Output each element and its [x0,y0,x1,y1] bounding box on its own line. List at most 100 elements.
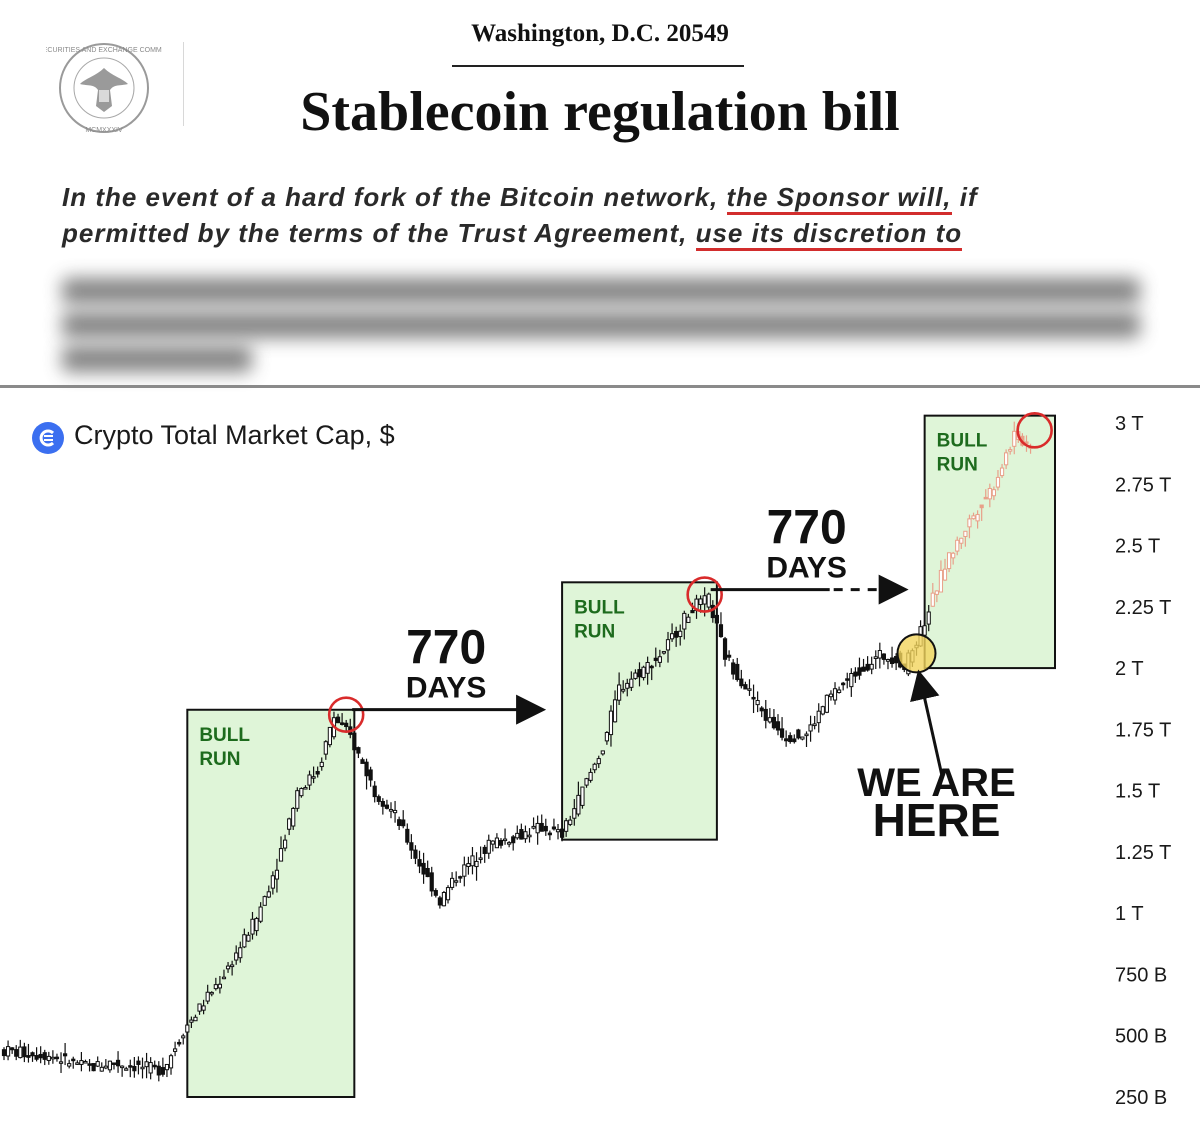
candle-body [629,678,634,688]
candle-body [706,593,711,608]
candle-body [470,855,475,867]
candle-body [185,1024,190,1033]
candle-body [531,825,536,829]
candle-body [486,839,491,854]
candle-body [193,1016,198,1022]
candle-body [1012,430,1017,447]
bull-run-label-word: RUN [937,455,978,476]
y-tick-label: 1.5 T [1115,781,1160,803]
candle-body [519,829,524,840]
candle-body [42,1052,47,1060]
candle-body [910,650,915,663]
candle-body [258,906,263,922]
bull-run-label: BULL RUN [199,725,250,770]
candle-body [287,818,292,830]
underlined-phrase: use its discretion to [695,218,963,251]
candle-body [494,837,500,849]
candle-body [930,592,935,607]
candle-body [474,860,479,868]
we-are-here-line-1: WE ARE [857,761,1016,805]
candle-body [714,614,719,624]
candle-body [388,808,394,812]
candle-body [523,831,528,840]
candle-body [348,726,353,735]
candle-body [217,983,223,989]
candle-body [678,630,683,638]
candle-body [694,598,699,611]
candle-body [1004,452,1009,466]
y-tick-label: 2.5 T [1115,536,1160,558]
candle-body [5,1046,11,1057]
candle-body [95,1061,100,1067]
candle-body [340,722,345,725]
candle-body [792,738,797,743]
candle-body [54,1056,60,1060]
candle-body [604,732,609,742]
we-are-here-line-2: HERE [873,794,1001,846]
candle-body [250,918,255,935]
candle-body [926,611,931,625]
candle-body [722,638,728,660]
candle-body [511,836,516,844]
candle-body [168,1055,174,1069]
candle-body [103,1065,108,1069]
candle-body [462,864,467,877]
document-location: Washington, D.C. 20549 [471,20,729,47]
candle-body [657,656,662,663]
candle-body [360,759,365,764]
y-tick-label: 3 T [1115,413,1144,435]
candle-body [987,487,992,500]
candle-body [527,834,532,838]
candle-body [71,1058,76,1062]
candle-body [1008,449,1013,452]
candle-body [812,723,817,727]
candle-body [83,1061,88,1064]
candle-body [731,662,736,675]
candle-body [344,722,349,728]
candle-body [735,663,740,681]
candle-body [238,947,243,959]
candle-body [938,569,944,593]
candle-body [649,665,654,669]
candle-body [991,489,996,497]
candle-body [405,828,410,843]
candle-body [425,867,430,878]
candle-body [584,778,589,786]
candle-body [816,710,821,724]
peak-circle [1016,412,1053,449]
candle-body [132,1065,137,1072]
candle-body [763,708,768,721]
candle-body [637,669,642,678]
y-tick-label: 1 T [1115,903,1144,925]
candle-body [413,849,418,859]
sec-seal-icon: U.S. SECURITIES AND EXCHANGE COMMISSION … [46,43,162,134]
candle-body [450,877,455,888]
candle-body [197,1003,202,1012]
candle-body [99,1066,104,1072]
candle-body [808,724,813,732]
candle-body [555,829,561,833]
candle-body [771,716,777,729]
bull-run-box [923,414,1057,670]
candle-body [739,678,744,687]
candle-body [221,976,227,980]
candle-body [335,716,341,724]
candle-body [327,726,332,746]
candle-body [686,616,691,623]
candle-body [665,639,671,651]
candle-body [397,819,402,826]
candle-body [429,872,434,892]
candle-body [800,736,805,740]
candle-body [898,652,903,668]
candle-body [995,476,1001,488]
candle-body [152,1064,157,1068]
candle-body [50,1056,55,1060]
candle-body [368,769,373,781]
bull-run-label-word: BULL [199,725,250,746]
candle-body [759,707,764,712]
candle-body [136,1060,141,1065]
candle-body [372,785,377,798]
candle-body [865,663,870,671]
candle-body [779,728,785,738]
bull-run-label: BULL RUN [574,597,625,642]
